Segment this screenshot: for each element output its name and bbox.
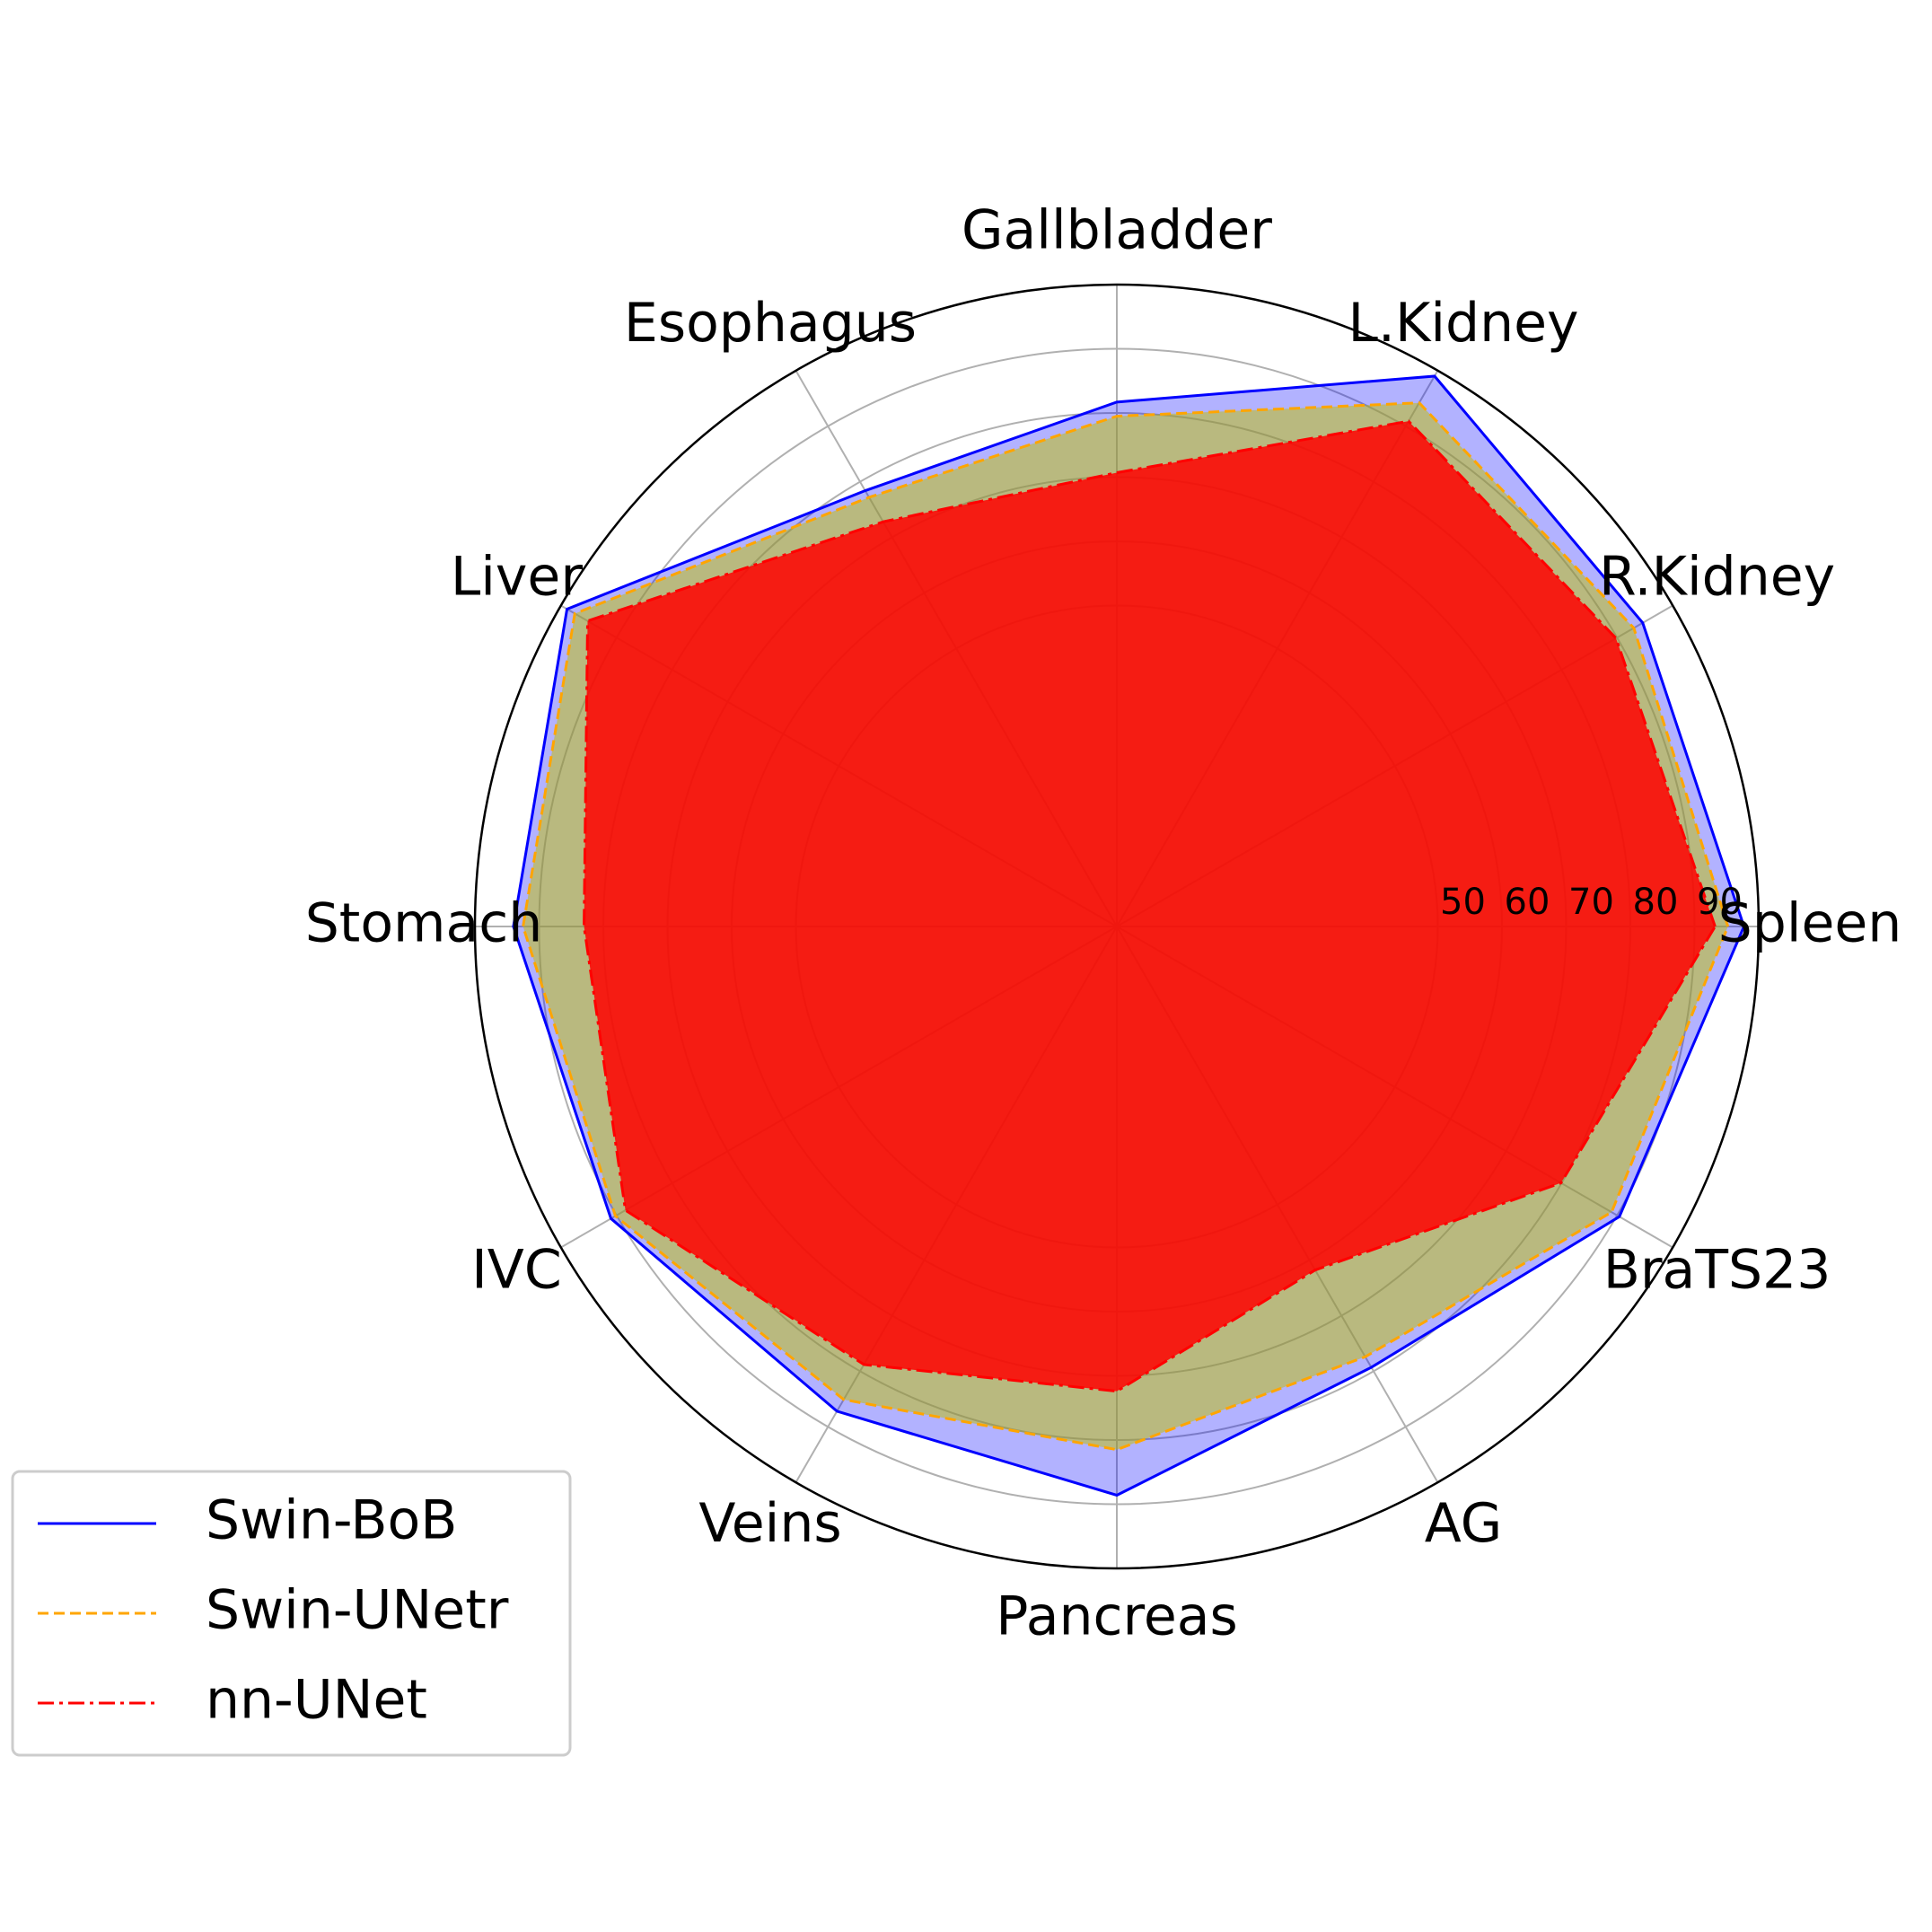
legend-label: nn-UNet bbox=[206, 1669, 427, 1732]
series-line bbox=[522, 401, 1730, 1452]
r-tick-label: 60 bbox=[1505, 882, 1550, 923]
r-tick-label: 80 bbox=[1633, 882, 1679, 923]
category-label: Spleen bbox=[1718, 892, 1902, 955]
frame bbox=[473, 283, 1761, 1570]
category-label: BraTS23 bbox=[1603, 1239, 1831, 1302]
category-label: Liver bbox=[451, 546, 584, 609]
category-label: Gallbladder bbox=[962, 199, 1272, 262]
category-label: Esophagus bbox=[624, 292, 917, 355]
r-tick-label: 50 bbox=[1440, 882, 1486, 923]
category-label: Pancreas bbox=[996, 1585, 1238, 1648]
category-label: IVC bbox=[471, 1239, 562, 1302]
category-label: Stomach bbox=[305, 892, 543, 955]
series-area bbox=[584, 421, 1716, 1392]
series-line bbox=[583, 419, 1717, 1393]
category-label: L.Kidney bbox=[1348, 292, 1578, 355]
series-line bbox=[512, 374, 1746, 1497]
r-tick-label: 90 bbox=[1697, 882, 1743, 923]
legend-box bbox=[11, 1470, 572, 1757]
legend-label: Swin-BoB bbox=[206, 1489, 457, 1552]
category-label: AG bbox=[1425, 1492, 1502, 1555]
category-label: Veins bbox=[698, 1492, 841, 1555]
r-tick-label: 70 bbox=[1568, 882, 1614, 923]
legend-label: Swin-UNetr bbox=[206, 1579, 509, 1642]
category-label: R.Kidney bbox=[1599, 546, 1835, 609]
